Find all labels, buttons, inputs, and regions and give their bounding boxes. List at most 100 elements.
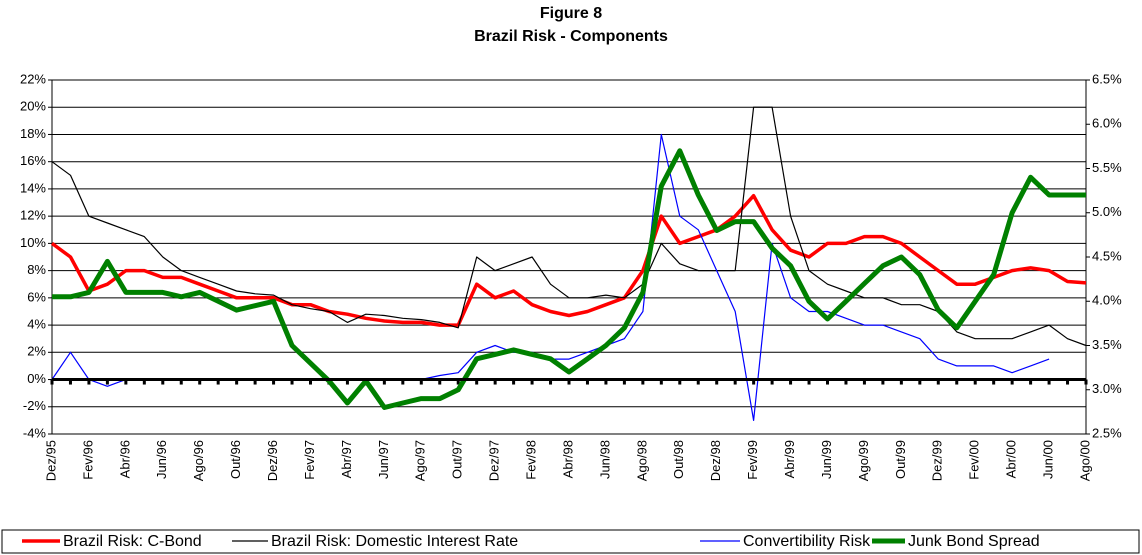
legend-label: Convertibility Risk — [743, 533, 871, 550]
x-tick-mark — [807, 379, 811, 385]
x-tick-mark — [641, 379, 645, 385]
x-tick-label: Out/97 — [450, 440, 465, 479]
y2-tick-label: 5.0% — [1092, 204, 1122, 219]
y-tick-label: 0% — [27, 371, 46, 386]
x-tick-mark — [715, 379, 719, 385]
x-tick-mark — [1066, 379, 1070, 385]
x-tick-label: Abr/98 — [560, 440, 575, 478]
y-tick-label: 2% — [27, 344, 46, 359]
y-tick-label: -2% — [23, 398, 47, 413]
x-tick-mark — [770, 379, 774, 385]
x-tick-mark — [401, 379, 405, 385]
x-tick-mark — [789, 379, 793, 385]
y-tick-label: -4% — [23, 425, 47, 440]
x-tick-label: Ago/96 — [191, 440, 206, 481]
x-tick-label: Ago/00 — [1077, 440, 1092, 481]
y-tick-label: 6% — [27, 289, 46, 304]
x-tick-mark — [752, 379, 756, 385]
x-tick-label: Fev/96 — [80, 440, 95, 480]
x-tick-mark — [622, 379, 626, 385]
y2-tick-label: 6.0% — [1092, 116, 1122, 131]
x-tick-mark — [530, 379, 534, 385]
x-tick-mark — [290, 379, 294, 385]
y-tick-label: 12% — [20, 208, 46, 223]
x-tick-mark — [50, 379, 54, 385]
x-tick-label: Out/98 — [671, 440, 686, 479]
x-tick-mark — [936, 379, 940, 385]
x-tick-mark — [1029, 379, 1033, 385]
x-tick-label: Ago/98 — [634, 440, 649, 481]
x-tick-mark — [1010, 379, 1014, 385]
x-tick-mark — [198, 379, 202, 385]
x-tick-mark — [179, 379, 183, 385]
x-tick-mark — [87, 379, 91, 385]
x-tick-mark — [733, 379, 737, 385]
y2-tick-label: 4.0% — [1092, 293, 1122, 308]
y2-tick-label: 6.5% — [1092, 71, 1122, 86]
x-tick-mark — [826, 379, 829, 385]
x-tick-mark — [309, 379, 312, 385]
y-tick-label: 8% — [27, 262, 46, 277]
x-tick-mark — [918, 379, 922, 385]
x-tick-label: Abr/96 — [117, 440, 132, 478]
x-tick-label: Jun/96 — [154, 440, 169, 479]
legend-box — [1, 529, 1140, 554]
x-tick-label: Jun/00 — [1041, 440, 1056, 479]
y-tick-label: 4% — [27, 317, 46, 332]
x-tick-mark — [124, 379, 128, 385]
x-tick-label: Fev/00 — [967, 440, 982, 480]
x-tick-label: Dez/96 — [265, 440, 280, 481]
legend-label: Brazil Risk: C-Bond — [63, 533, 202, 550]
x-tick-label: Jun/98 — [597, 440, 612, 479]
x-tick-label: Out/96 — [228, 440, 243, 479]
x-tick-mark — [253, 379, 257, 385]
series-line — [52, 148, 1086, 410]
x-tick-mark — [549, 379, 553, 385]
x-tick-label: Dez/97 — [487, 440, 502, 481]
x-tick-mark — [142, 379, 146, 385]
x-tick-mark — [493, 379, 497, 385]
chart-subtitle: Brazil Risk - Components — [474, 28, 668, 45]
x-tick-mark — [216, 379, 220, 385]
legend-label: Brazil Risk: Domestic Interest Rate — [271, 533, 518, 550]
y2-tick-label: 3.0% — [1092, 381, 1122, 396]
x-tick-mark — [567, 379, 571, 385]
y-tick-label: 20% — [20, 99, 46, 114]
x-tick-label: Abr/00 — [1004, 440, 1019, 478]
series-line — [51, 106, 1087, 347]
x-tick-mark — [382, 379, 386, 385]
x-tick-mark — [456, 379, 460, 385]
plot-frame — [51, 79, 1087, 435]
x-tick-label: Dez/98 — [708, 440, 723, 481]
x-tick-label: Ago/97 — [413, 440, 428, 481]
y2-tick-label: 5.5% — [1092, 160, 1122, 175]
x-tick-mark — [955, 379, 959, 385]
x-tick-mark — [696, 379, 700, 385]
x-tick-mark — [585, 379, 589, 385]
x-tick-mark — [1084, 379, 1088, 385]
y-tick-label: 18% — [20, 126, 46, 141]
x-tick-label: Abr/99 — [782, 440, 797, 478]
x-tick-mark — [272, 379, 276, 385]
x-tick-mark — [604, 379, 608, 385]
x-tick-mark — [659, 379, 663, 385]
x-tick-mark — [1047, 379, 1051, 385]
x-tick-label: Dez/95 — [43, 440, 58, 481]
x-tick-mark — [345, 379, 349, 385]
x-tick-mark — [678, 379, 682, 385]
x-tick-mark — [512, 379, 516, 385]
y-tick-label: 16% — [20, 153, 46, 168]
x-tick-mark — [992, 379, 996, 385]
chart-title: Figure 8 — [540, 5, 602, 22]
y2-tick-label: 4.5% — [1092, 248, 1122, 263]
y2-tick-label: 3.5% — [1092, 337, 1122, 352]
x-tick-mark — [68, 379, 72, 385]
x-tick-mark — [105, 379, 109, 385]
series-line — [50, 193, 1087, 327]
x-tick-mark — [419, 379, 423, 385]
x-tick-label: Fev/98 — [524, 440, 539, 480]
x-tick-label: Dez/99 — [930, 440, 945, 481]
x-tick-label: Abr/97 — [339, 440, 354, 478]
x-tick-mark — [862, 379, 866, 385]
